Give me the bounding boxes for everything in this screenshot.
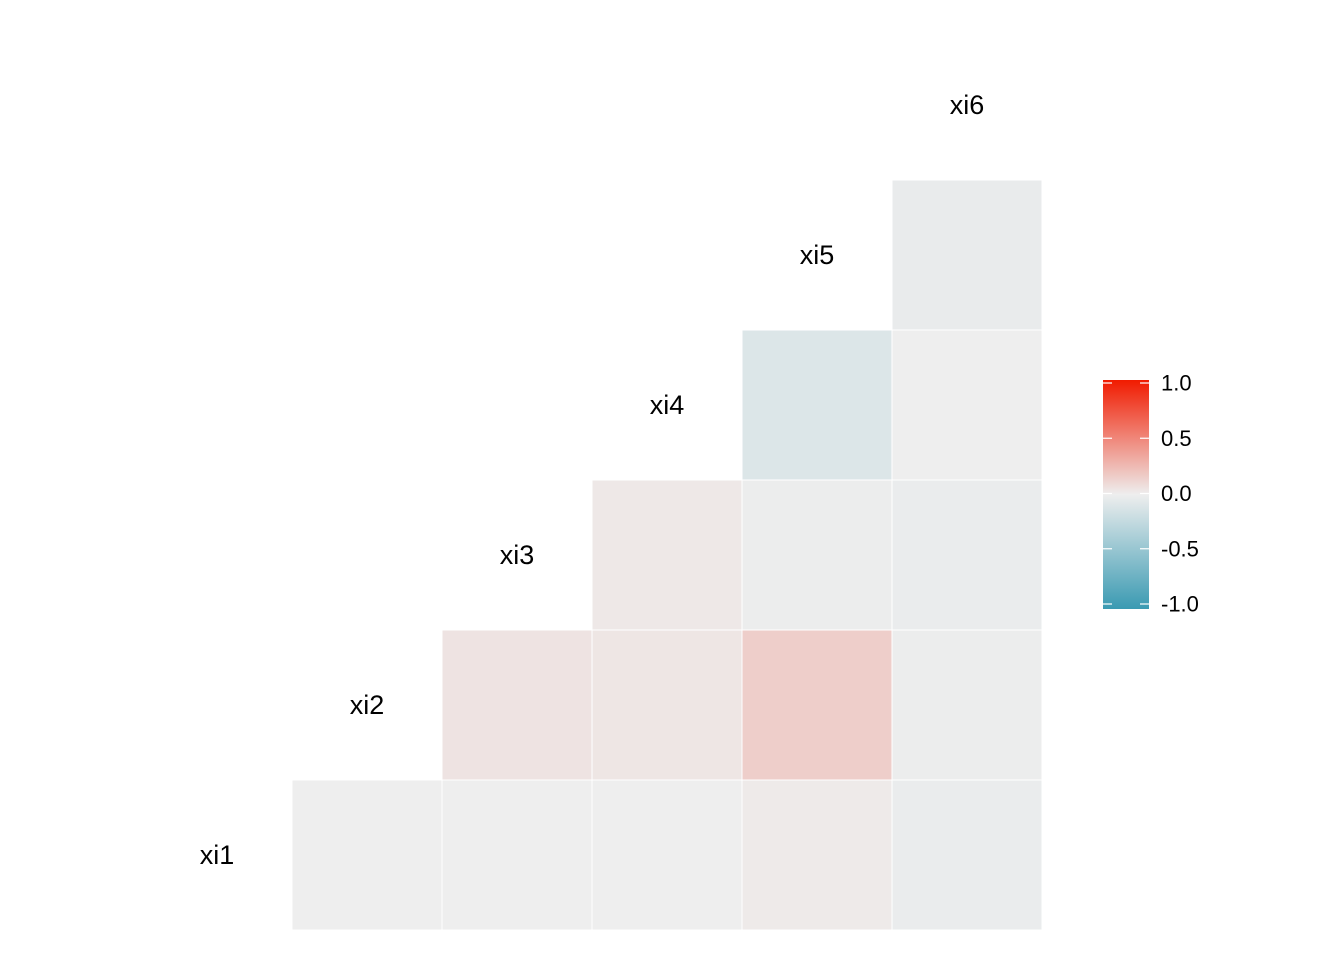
legend-label: 0.5 (1161, 426, 1192, 451)
variable-label-xi3: xi3 (500, 540, 535, 570)
heatmap-cell-xi6-xi4 (891, 329, 1043, 481)
heatmap-cell-xi5-xi3 (741, 479, 893, 631)
heatmap-cell-xi5-xi1 (741, 779, 893, 931)
heatmap-cell-xi6-xi3 (891, 479, 1043, 631)
legend-label: 1.0 (1161, 371, 1192, 396)
heatmap-cell-xi6-xi1 (891, 779, 1043, 931)
legend-ticks (1103, 382, 1149, 605)
heatmap-cell-xi5-xi2 (741, 629, 893, 781)
variable-label-xi4: xi4 (650, 390, 685, 420)
heatmap-cell-xi3-xi1 (441, 779, 593, 931)
heatmap-cell-xi4-xi1 (591, 779, 743, 931)
legend-label: -1.0 (1161, 592, 1199, 617)
heatmap-cell-xi6-xi5 (891, 179, 1043, 331)
variable-label-xi5: xi5 (800, 240, 835, 270)
variable-label-xi2: xi2 (350, 690, 385, 720)
legend-labels: 1.0 0.5 0.0 -0.5 -1.0 (1161, 371, 1199, 617)
color-legend: 1.0 0.5 0.0 -0.5 -1.0 (1103, 371, 1199, 617)
heatmap-cell-xi2-xi1 (291, 779, 443, 931)
heatmap-cell-xi5-xi4 (741, 329, 893, 481)
legend-colorbar (1103, 380, 1149, 609)
heatmap-cells (291, 179, 1043, 931)
legend-label: 0.0 (1161, 481, 1192, 506)
variable-label-xi6: xi6 (950, 90, 985, 120)
heatmap-cell-xi3-xi2 (441, 629, 593, 781)
heatmap-cell-xi6-xi2 (891, 629, 1043, 781)
variable-labels: xi1 xi2 xi3 xi4 xi5 xi6 (200, 90, 985, 870)
heatmap-cell-xi4-xi2 (591, 629, 743, 781)
variable-label-xi1: xi1 (200, 840, 235, 870)
heatmap-cell-xi4-xi3 (591, 479, 743, 631)
legend-label: -0.5 (1161, 536, 1199, 561)
